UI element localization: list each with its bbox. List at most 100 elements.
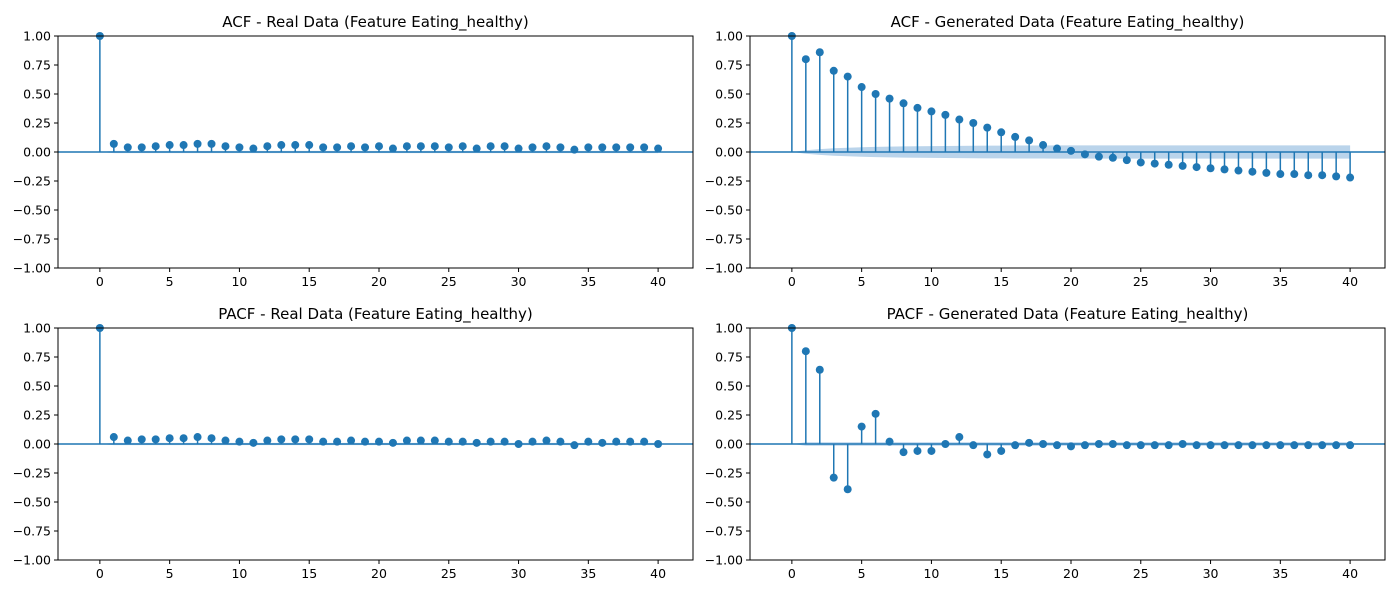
data-point	[885, 94, 894, 103]
data-point	[829, 66, 838, 75]
x-tick-label: 10	[231, 566, 247, 581]
data-point	[193, 433, 202, 442]
data-point	[899, 448, 908, 457]
data-point	[1150, 159, 1159, 168]
data-point	[109, 433, 118, 442]
data-point	[955, 433, 964, 442]
y-tick-label: 0.00	[23, 145, 51, 160]
data-point	[1053, 144, 1062, 153]
data-point	[1290, 170, 1299, 179]
data-point	[319, 143, 328, 152]
y-tick-label: −0.25	[705, 174, 743, 189]
data-point	[347, 142, 356, 151]
x-tick-label: 35	[1272, 274, 1288, 289]
data-point	[514, 144, 523, 153]
y-tick-label: 0.50	[715, 87, 743, 102]
data-point	[249, 438, 258, 447]
data-point	[556, 143, 565, 152]
data-point	[374, 142, 383, 151]
data-point	[1206, 441, 1215, 450]
y-tick-label: 1.00	[715, 321, 743, 336]
data-point	[1025, 136, 1034, 145]
data-point	[1025, 438, 1034, 447]
chart-panel-3: 0 5 10 15 20 25 30 35 40 1.00 0.75 0.50 0.25 0.00 −0.2…	[13, 305, 694, 581]
y-tick-label: 0.50	[23, 87, 51, 102]
x-tick-label: 20	[1063, 274, 1079, 289]
data-point	[983, 450, 992, 459]
data-point	[1332, 441, 1341, 450]
y-tick-label: −0.25	[13, 174, 51, 189]
x-tick-label: 10	[231, 274, 247, 289]
data-point	[416, 142, 425, 151]
data-point	[598, 143, 607, 152]
data-point	[1262, 441, 1271, 450]
x-tick-label: 20	[1063, 566, 1079, 581]
x-tick-label: 40	[650, 566, 666, 581]
data-point	[444, 143, 453, 152]
y-tick-label: 0.75	[715, 58, 743, 73]
data-point	[151, 142, 160, 151]
data-point	[388, 144, 397, 153]
x-tick-label: 0	[788, 274, 796, 289]
data-point	[1332, 172, 1341, 181]
x-tick-label: 25	[1133, 274, 1149, 289]
data-point	[361, 143, 370, 152]
x-tick-label: 15	[301, 274, 317, 289]
y-tick-label: −0.75	[705, 232, 743, 247]
y-tick-label: −0.50	[13, 203, 51, 218]
x-tick-label: 20	[371, 566, 387, 581]
data-point	[1192, 163, 1201, 172]
data-point	[969, 441, 978, 450]
x-tick-label: 35	[580, 274, 596, 289]
data-point	[584, 143, 593, 152]
data-point	[871, 409, 880, 418]
y-tick-label: −1.00	[705, 261, 743, 276]
data-point	[221, 436, 230, 445]
data-point	[997, 128, 1006, 137]
data-point	[570, 441, 579, 450]
data-point	[955, 115, 964, 124]
y-tick-label: 0.75	[715, 350, 743, 365]
data-point	[165, 141, 174, 150]
data-point	[983, 123, 992, 132]
x-tick-label: 5	[858, 274, 866, 289]
data-point	[207, 139, 216, 148]
data-point	[402, 142, 411, 151]
data-point	[123, 436, 132, 445]
data-point	[997, 446, 1006, 455]
x-tick-label: 25	[441, 274, 457, 289]
data-point	[333, 143, 342, 152]
data-point	[1304, 441, 1313, 450]
data-point	[1011, 441, 1020, 450]
y-tick-label: 0.75	[23, 58, 51, 73]
data-point	[542, 436, 551, 445]
data-point	[1053, 441, 1062, 450]
x-tick-label: 5	[166, 274, 174, 289]
data-point	[829, 473, 838, 482]
data-point	[941, 110, 950, 119]
data-point	[542, 142, 551, 151]
data-point	[927, 107, 936, 116]
data-point	[207, 434, 216, 443]
data-point	[1276, 170, 1285, 179]
data-point	[430, 436, 439, 445]
y-tick-label: −0.25	[13, 466, 51, 481]
x-tick-label: 30	[511, 274, 527, 289]
data-point	[1248, 167, 1257, 176]
y-tick-label: 0.00	[23, 437, 51, 452]
data-point	[137, 143, 146, 152]
data-point	[857, 83, 866, 92]
x-tick-label: 25	[1133, 566, 1149, 581]
data-point	[857, 422, 866, 431]
data-point	[458, 142, 467, 151]
data-point	[1192, 441, 1201, 450]
data-point	[1108, 153, 1117, 162]
x-tick-label: 30	[511, 566, 527, 581]
data-point	[1220, 441, 1229, 450]
y-tick-label: 1.00	[715, 29, 743, 44]
data-point	[927, 446, 936, 455]
data-point	[1346, 173, 1355, 182]
data-point	[179, 434, 188, 443]
y-tick-label: 0.25	[23, 408, 51, 423]
data-point	[347, 436, 356, 445]
